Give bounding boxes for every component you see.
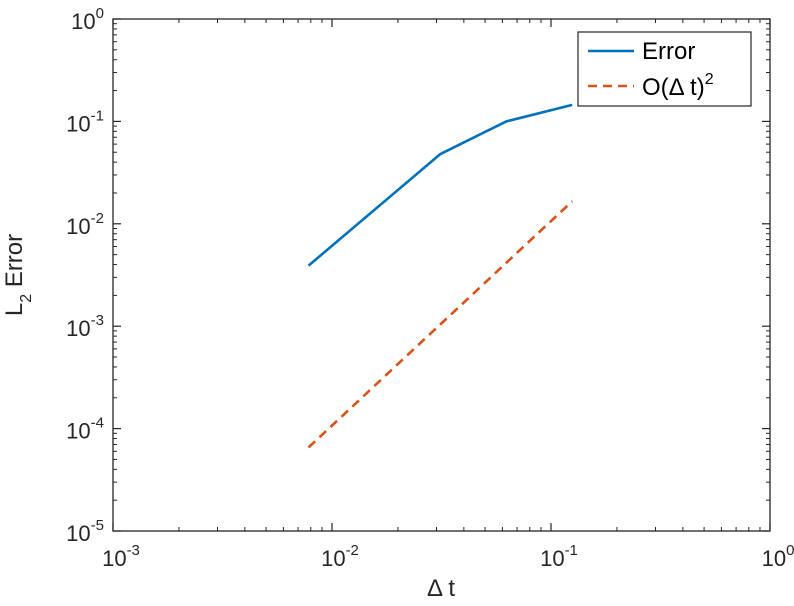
y-axis-label: L2 Error bbox=[1, 234, 35, 316]
y-tick-label-base: 10 bbox=[66, 316, 90, 341]
legend: Error O(Δ t)2 bbox=[577, 31, 752, 107]
x-tick-label: 10-3 bbox=[102, 542, 140, 571]
legend-label-order-base: O(Δ t) bbox=[642, 74, 705, 101]
x-tick-label: 10-2 bbox=[321, 542, 359, 571]
y-tick-label-exponent: -4 bbox=[91, 415, 104, 432]
legend-label-error: Error bbox=[642, 38, 695, 65]
y-axis-label-subscript: 2 bbox=[18, 294, 35, 303]
y-tick-label-base: 10 bbox=[66, 521, 90, 546]
legend-label-order: O(Δ t)2 bbox=[642, 71, 714, 101]
y-tick-label-exponent: -5 bbox=[91, 517, 104, 534]
x-axis-label: Δ t bbox=[427, 575, 455, 602]
x-tick-label: 10-1 bbox=[540, 542, 578, 571]
x-tick-label-exponent: -1 bbox=[565, 542, 578, 559]
series-line-error bbox=[307, 103, 573, 267]
y-tick-label: 10-2 bbox=[66, 210, 104, 239]
y-tick-label-exponent: -3 bbox=[91, 312, 104, 329]
y-axis-label-rest: Error bbox=[1, 234, 28, 294]
x-tick-labels: 10-3 10-2 10-1 100 bbox=[102, 542, 794, 571]
y-tick-label-base: 10 bbox=[66, 214, 90, 239]
y-tick-label-base: 10 bbox=[71, 9, 95, 34]
x-tick-label: 100 bbox=[762, 542, 794, 571]
x-tick-label-base: 10 bbox=[321, 546, 345, 571]
y-tick-label-base: 10 bbox=[66, 111, 90, 136]
y-axis-label-base: L bbox=[1, 303, 28, 316]
x-tick-label-base: 10 bbox=[540, 546, 564, 571]
y-tick-label: 10-1 bbox=[66, 107, 104, 136]
x-tick-label-exponent: -2 bbox=[346, 542, 359, 559]
y-tick-label: 100 bbox=[71, 5, 104, 34]
x-tick-label-exponent: 0 bbox=[786, 542, 794, 559]
y-tick-label: 10-4 bbox=[66, 415, 104, 444]
plot-frame bbox=[112, 18, 771, 532]
y-tick-label: 10-5 bbox=[66, 517, 104, 546]
legend-label-order-superscript: 2 bbox=[705, 71, 714, 88]
legend-box bbox=[577, 31, 752, 107]
series-line-order-reference bbox=[307, 200, 574, 449]
x-tick-label-exponent: -3 bbox=[127, 542, 140, 559]
x-tick-label-base: 10 bbox=[102, 546, 126, 571]
y-tick-label-base: 10 bbox=[66, 419, 90, 444]
minor-ticks bbox=[113, 19, 770, 531]
y-tick-label-exponent: 0 bbox=[96, 5, 104, 22]
series-layer bbox=[307, 103, 574, 449]
y-tick-label-exponent: -1 bbox=[91, 107, 104, 124]
y-tick-label: 10-3 bbox=[66, 312, 104, 341]
x-tick-label-base: 10 bbox=[762, 546, 786, 571]
y-tick-label-exponent: -2 bbox=[91, 210, 104, 227]
